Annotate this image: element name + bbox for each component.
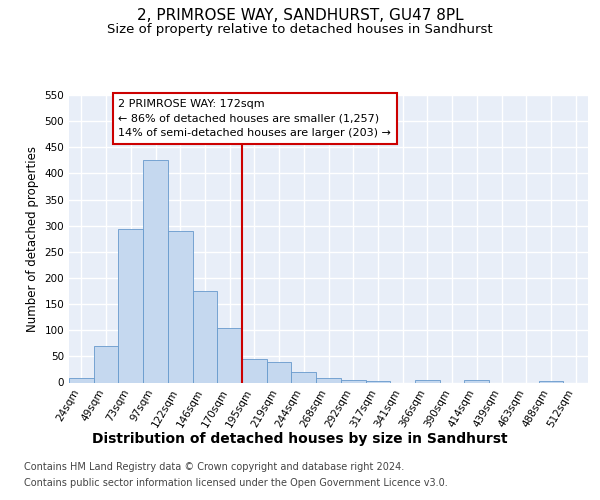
Text: Distribution of detached houses by size in Sandhurst: Distribution of detached houses by size …: [92, 432, 508, 446]
Bar: [168, 231, 193, 382]
Text: 2 PRIMROSE WAY: 172sqm
← 86% of detached houses are smaller (1,257)
14% of semi-: 2 PRIMROSE WAY: 172sqm ← 86% of detached…: [118, 98, 391, 138]
Bar: [539, 381, 563, 382]
Bar: [267, 362, 292, 382]
Text: Size of property relative to detached houses in Sandhurst: Size of property relative to detached ho…: [107, 22, 493, 36]
Bar: [292, 372, 316, 382]
Bar: [415, 380, 440, 382]
Text: 2, PRIMROSE WAY, SANDHURST, GU47 8PL: 2, PRIMROSE WAY, SANDHURST, GU47 8PL: [137, 8, 463, 22]
Bar: [341, 380, 365, 382]
Bar: [143, 160, 168, 382]
Bar: [94, 346, 118, 383]
Bar: [242, 359, 267, 382]
Bar: [316, 378, 341, 382]
Y-axis label: Number of detached properties: Number of detached properties: [26, 146, 39, 332]
Bar: [69, 378, 94, 382]
Bar: [464, 380, 489, 382]
Text: Contains public sector information licensed under the Open Government Licence v3: Contains public sector information licen…: [24, 478, 448, 488]
Bar: [217, 328, 242, 382]
Text: Contains HM Land Registry data © Crown copyright and database right 2024.: Contains HM Land Registry data © Crown c…: [24, 462, 404, 472]
Bar: [193, 291, 217, 382]
Bar: [118, 230, 143, 382]
